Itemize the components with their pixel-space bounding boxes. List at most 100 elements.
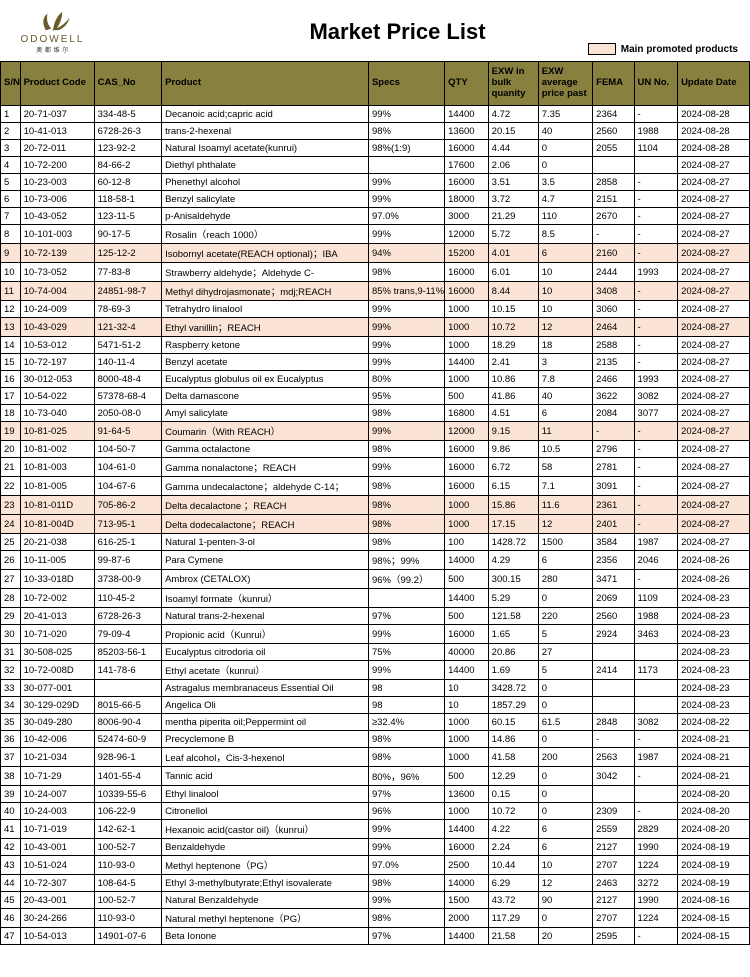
cell: 1.65 <box>488 625 538 644</box>
cell: 2024-08-22 <box>678 714 750 731</box>
cell: 500 <box>445 767 489 786</box>
cell: 4.29 <box>488 551 538 570</box>
cell: Hexanoic acid(castor oil)（kunrui） <box>162 820 369 839</box>
cell: 2024-08-20 <box>678 820 750 839</box>
cell: 1104 <box>634 140 678 157</box>
cell: 14400 <box>445 589 489 608</box>
cell: 22 <box>1 477 21 496</box>
cell: 4.22 <box>488 820 538 839</box>
cell: p-Anisaldehyde <box>162 208 369 225</box>
cell: 2024-08-19 <box>678 875 750 892</box>
table-row: 910-72-139125-12-2Isobornyl acetate(REAC… <box>1 244 750 263</box>
col-header: EXW average price past <box>538 62 592 106</box>
cell: 6.72 <box>488 458 538 477</box>
cell: Propionic acid（Kunrui） <box>162 625 369 644</box>
cell: 2024-08-27 <box>678 405 750 422</box>
cell: 97% <box>368 928 444 945</box>
cell: 1173 <box>634 661 678 680</box>
cell: 0 <box>538 157 592 174</box>
brand-logo: ODOWELL 奥 都 维 尔 <box>10 8 95 56</box>
cell: Ethyl vanillin；REACH <box>162 318 369 337</box>
cell: 117.29 <box>488 909 538 928</box>
cell: 3077 <box>634 405 678 422</box>
cell: 2924 <box>593 625 634 644</box>
cell: - <box>634 174 678 191</box>
cell: 2401 <box>593 515 634 534</box>
cell: 42 <box>1 839 21 856</box>
cell: 334-48-5 <box>94 106 161 123</box>
cell: 99% <box>368 839 444 856</box>
cell: 40000 <box>445 644 489 661</box>
cell: 10 <box>1 263 21 282</box>
table-header-row: S/NProduct CodeCAS_NoProductSpecsQTYEXW … <box>1 62 750 106</box>
col-header: Product <box>162 62 369 106</box>
cell: 4.01 <box>488 244 538 263</box>
table-row: 2920-41-0136728-26-3Natural trans-2-hexe… <box>1 608 750 625</box>
cell <box>593 786 634 803</box>
cell: 2024-08-23 <box>678 589 750 608</box>
cell: 98% <box>368 515 444 534</box>
cell: 2069 <box>593 589 634 608</box>
table-row: 2210-81-005104-67-6Gamma undecalactone；a… <box>1 477 750 496</box>
cell: 4.44 <box>488 140 538 157</box>
cell: 1000 <box>445 803 489 820</box>
cell: 16 <box>1 371 21 388</box>
cell: 20-21-038 <box>20 534 94 551</box>
cell: 2563 <box>593 748 634 767</box>
cell: 2707 <box>593 909 634 928</box>
cell: 5 <box>538 625 592 644</box>
table-row: 2310-81-011D705-86-2Delta decalactone ；R… <box>1 496 750 515</box>
cell: 98% <box>368 909 444 928</box>
cell: 16000 <box>445 441 489 458</box>
cell: 26 <box>1 551 21 570</box>
cell: 2024-08-27 <box>678 263 750 282</box>
cell: 4 <box>1 157 21 174</box>
cell: 10-54-022 <box>20 388 94 405</box>
cell: 40 <box>1 803 21 820</box>
cell: Gamma undecalactone；aldehyde C-14； <box>162 477 369 496</box>
cell <box>593 644 634 661</box>
cell: 6 <box>538 839 592 856</box>
cell: 14400 <box>445 354 489 371</box>
cell: 2024-08-27 <box>678 282 750 301</box>
cell: - <box>593 731 634 748</box>
cell: 97% <box>368 786 444 803</box>
cell: Angelica Oli <box>162 697 369 714</box>
cell: 30-049-280 <box>20 714 94 731</box>
cell: 90 <box>538 892 592 909</box>
cell: 98% <box>368 748 444 767</box>
cell: 2024-08-21 <box>678 767 750 786</box>
cell: 12000 <box>445 225 489 244</box>
cell: 99% <box>368 625 444 644</box>
cell: 96% <box>368 803 444 820</box>
cell: 2024-08-27 <box>678 191 750 208</box>
cell: 20-71-037 <box>20 106 94 123</box>
table-row: 1010-73-05277-83-8Strawberry aldehyde；Al… <box>1 263 750 282</box>
cell: Rosalin（reach 1000） <box>162 225 369 244</box>
cell: 0 <box>538 803 592 820</box>
cell: 90-17-5 <box>94 225 161 244</box>
col-header: QTY <box>445 62 489 106</box>
cell: 20-43-001 <box>20 892 94 909</box>
table-row: 3130-508-02585203-56-1Eucalyptus citrodo… <box>1 644 750 661</box>
cell: 1987 <box>634 748 678 767</box>
table-row: 3530-049-2808006-90-4mentha piperita oil… <box>1 714 750 731</box>
cell: 2 <box>1 123 21 140</box>
cell: 1000 <box>445 337 489 354</box>
cell: 2829 <box>634 820 678 839</box>
table-row: 1810-73-0402050-08-0Amyl salicylate98%16… <box>1 405 750 422</box>
table-row: 3330-077-001Astragalus membranaceus Esse… <box>1 680 750 697</box>
table-row: 1910-81-02591-64-5Coumarin（With REACH）99… <box>1 422 750 441</box>
cell: 2.41 <box>488 354 538 371</box>
cell: 10-54-013 <box>20 928 94 945</box>
cell <box>368 589 444 608</box>
table-row: 4710-54-01314901-07-6Beta Ionone97%14400… <box>1 928 750 945</box>
cell: 84-66-2 <box>94 157 161 174</box>
cell: 16000 <box>445 140 489 157</box>
cell: Leaf alcohol，Cis-3-hexenol <box>162 748 369 767</box>
cell: 1988 <box>634 123 678 140</box>
cell: 16000 <box>445 458 489 477</box>
cell <box>634 644 678 661</box>
cell: 99% <box>368 191 444 208</box>
table-row: 3610-42-00652474-60-9Precyclemone B98%10… <box>1 731 750 748</box>
